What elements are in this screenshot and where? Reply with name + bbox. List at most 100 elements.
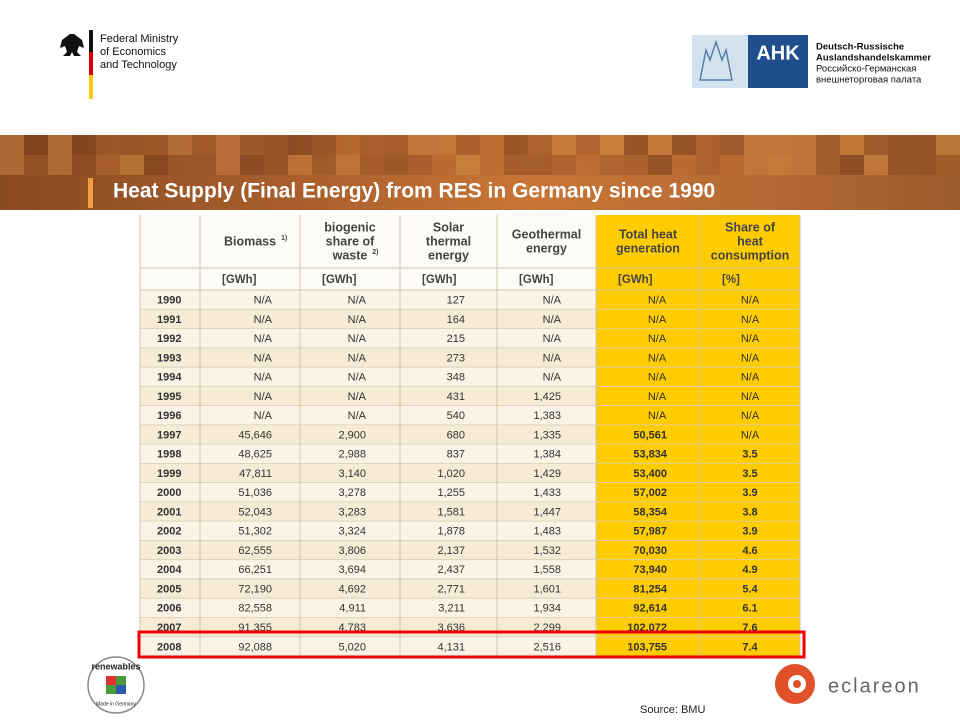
column-unit: [GWh] [618, 274, 653, 286]
table-cell: 3.9 [742, 526, 757, 538]
table-cell: N/A [648, 352, 667, 364]
table-cell: N/A [254, 372, 273, 384]
table-cell: 81,254 [633, 583, 668, 595]
mosaic-tile [888, 135, 912, 155]
table-cell: 3.9 [742, 487, 757, 499]
table-cell: 2,137 [437, 545, 465, 557]
table-cell: 4,131 [437, 641, 465, 653]
row-bg [140, 559, 596, 579]
column-header: Total heat [619, 227, 678, 241]
table-cell: 680 [447, 429, 465, 441]
table-cell: 4,692 [338, 583, 366, 595]
table-cell: 3.8 [742, 506, 757, 518]
table-cell: 3,211 [438, 603, 465, 615]
table-cell: N/A [543, 314, 562, 326]
table-cell: 1,335 [533, 429, 561, 441]
mosaic-tile [168, 155, 192, 175]
table-cell: N/A [543, 295, 562, 307]
mosaic-tile [144, 155, 168, 175]
table-cell: N/A [348, 314, 367, 326]
row-year: 1993 [157, 352, 181, 364]
mosaic-tile [864, 155, 888, 175]
table-cell: N/A [741, 429, 760, 441]
mosaic-tile [576, 155, 600, 175]
table-cell: 5,020 [338, 641, 366, 653]
table-cell: 2,437 [437, 564, 465, 576]
column-header: heat [737, 234, 764, 248]
table-cell: 82,558 [238, 603, 272, 615]
table-cell: N/A [741, 410, 760, 422]
mosaic-tile [912, 155, 936, 175]
mosaic-tile [96, 135, 120, 155]
table-cell: 73,940 [633, 564, 667, 576]
mosaic-tile [24, 155, 48, 175]
mosaic-tile [336, 135, 360, 155]
mosaic-tile [456, 155, 480, 175]
ministry-name: of Economics [100, 46, 167, 58]
column-unit: [GWh] [322, 274, 357, 286]
table-cell: N/A [254, 314, 273, 326]
mosaic-tile [840, 155, 864, 175]
eclareon-logo [775, 664, 815, 704]
mosaic-tile [528, 155, 552, 175]
column-header: thermal [426, 234, 471, 248]
table-cell: N/A [741, 314, 760, 326]
table-cell: N/A [741, 333, 760, 345]
row-year: 1991 [157, 314, 181, 326]
table-cell: 2,988 [338, 449, 366, 461]
table-cell: 348 [447, 372, 465, 384]
row-year: 1998 [157, 449, 181, 461]
mosaic-tile [888, 155, 912, 175]
row-bg [140, 386, 596, 406]
mosaic-tile [72, 155, 96, 175]
row-year: 1997 [157, 429, 181, 441]
row-bg [140, 347, 596, 368]
table-cell: 3.5 [742, 449, 757, 461]
eclareon-text: eclareon [828, 675, 921, 697]
table-cell: 51,036 [238, 487, 272, 499]
table-cell: 273 [447, 352, 465, 364]
mosaic-tile [696, 155, 720, 175]
mosaic-tile [120, 135, 144, 155]
table-cell: 53,400 [633, 468, 667, 480]
table-cell: N/A [348, 333, 367, 345]
mosaic-tile [24, 135, 48, 155]
column-header: Biomass [224, 234, 276, 248]
table-cell: 3,283 [338, 506, 366, 518]
mosaic-tile [0, 155, 24, 175]
table-cell: 1,384 [533, 449, 561, 461]
table-cell: 62,555 [238, 545, 272, 557]
highlight-box [137, 630, 806, 659]
mosaic-tile [168, 135, 192, 155]
table-cell: 45,646 [238, 429, 272, 441]
table-cell: 3,278 [338, 487, 366, 499]
table-cell: 103,755 [627, 641, 667, 653]
table-cell: 6.1 [742, 603, 757, 615]
row-year: 2000 [157, 487, 181, 499]
table-cell: 837 [447, 449, 465, 461]
table-cell: 127 [447, 295, 465, 307]
column-header: biogenic [324, 220, 375, 234]
table-cell: N/A [348, 372, 367, 384]
ahk-name: внешнеторговая палата [816, 75, 922, 86]
mosaic-tile [504, 155, 528, 175]
mosaic-tile [792, 135, 816, 155]
mosaic-tile [624, 135, 648, 155]
row-bg [140, 405, 596, 425]
mosaic-tile [456, 135, 480, 155]
column-header: Geothermal [512, 227, 581, 241]
ahk-name: Auslandshandelskammer [816, 53, 931, 64]
table-cell: N/A [648, 410, 667, 422]
row-year: 2008 [157, 641, 181, 653]
ahk-name: Deutsch-Russische [816, 42, 904, 53]
mosaic-tile [576, 135, 600, 155]
row-bg [140, 501, 596, 522]
table-cell: 92,088 [238, 641, 272, 653]
table-cell: N/A [741, 295, 760, 307]
mosaic-tile [312, 135, 336, 155]
table-cell: N/A [254, 333, 273, 345]
column-unit: [GWh] [422, 274, 457, 286]
table-cell: 1,878 [437, 526, 465, 538]
table-cell: 50,561 [633, 429, 667, 441]
